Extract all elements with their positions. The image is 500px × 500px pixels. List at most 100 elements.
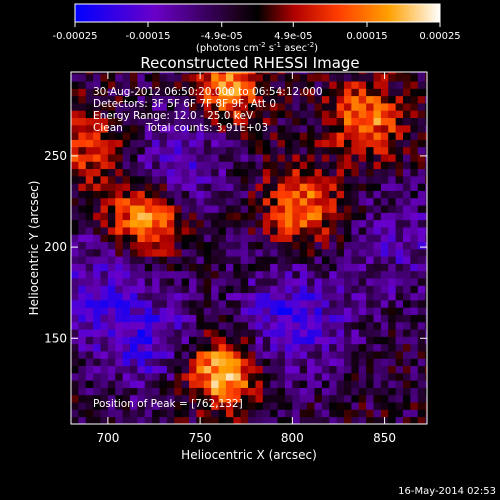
heatmap-cell <box>240 270 249 279</box>
heatmap-cell <box>270 394 278 403</box>
heatmap-cell <box>196 190 205 199</box>
heatmap-cell <box>122 256 131 264</box>
heatmap-cell <box>425 146 427 155</box>
heatmap-cell <box>410 307 419 315</box>
heatmap-cell <box>277 336 286 345</box>
heatmap-cell <box>307 299 315 308</box>
heatmap-cell <box>130 263 138 272</box>
heatmap-cell <box>85 227 94 235</box>
heatmap-cell <box>336 351 345 359</box>
heatmap-cell <box>336 81 345 89</box>
heatmap-cell <box>144 329 153 337</box>
heatmap-cell <box>85 103 94 111</box>
heatmap-cell <box>166 212 175 221</box>
heatmap-cell <box>240 387 249 396</box>
heatmap-cell <box>343 146 352 155</box>
heatmap-cell <box>388 132 397 140</box>
heatmap-cell <box>211 146 219 155</box>
heatmap-cell <box>196 227 205 235</box>
heatmap-cell <box>336 394 345 403</box>
heatmap-cell <box>351 270 360 279</box>
heatmap-cell <box>115 314 124 323</box>
heatmap-cell <box>159 248 168 257</box>
heatmap-cell <box>248 365 256 374</box>
heatmap-cell <box>130 117 138 126</box>
heatmap-cell <box>403 73 411 82</box>
heatmap-cell <box>380 88 389 97</box>
heatmap-cell <box>166 190 175 199</box>
heatmap-cell <box>403 380 411 388</box>
heatmap-cell <box>107 190 116 199</box>
heatmap-cell <box>225 132 234 140</box>
heatmap-cell <box>130 103 138 111</box>
heatmap-cell <box>277 270 286 279</box>
heatmap-cell <box>336 139 345 148</box>
heatmap-cell <box>410 197 419 206</box>
heatmap-cell <box>388 365 397 374</box>
heatmap-cell <box>380 197 389 206</box>
heatmap-cell <box>248 110 256 118</box>
heatmap-cell <box>425 409 427 418</box>
heatmap-cell <box>225 88 234 97</box>
heatmap-cell <box>233 402 242 410</box>
heatmap-cell <box>100 234 109 243</box>
heatmap-cell <box>417 219 426 228</box>
heatmap-cell <box>329 314 338 323</box>
heatmap-cell <box>366 285 374 294</box>
heatmap-cell <box>115 124 124 133</box>
heatmap-cell <box>85 307 94 315</box>
heatmap-cell <box>137 394 146 403</box>
heatmap-cell <box>380 358 389 367</box>
heatmap-cell <box>71 343 79 352</box>
heatmap-cell <box>174 197 183 206</box>
heatmap-cell <box>93 336 101 345</box>
heatmap-cell <box>321 314 330 323</box>
heatmap-cell <box>358 73 367 82</box>
heatmap-cell <box>366 394 374 403</box>
heatmap-cell <box>270 72 278 75</box>
heatmap-cell <box>292 278 301 286</box>
heatmap-cell <box>351 197 360 206</box>
heatmap-cell <box>218 358 227 367</box>
heatmap-cell <box>373 285 382 294</box>
heatmap-cell <box>181 146 190 155</box>
heatmap-cell <box>373 416 382 424</box>
heatmap-cell <box>78 358 87 367</box>
heatmap-cell <box>100 110 109 118</box>
heatmap-cell <box>71 95 79 104</box>
heatmap-cell <box>130 73 138 82</box>
heatmap-cell <box>100 248 109 257</box>
heatmap-cell <box>388 161 397 170</box>
heatmap-cell <box>262 124 271 133</box>
heatmap-cell <box>100 72 109 75</box>
heatmap-cell <box>284 321 293 330</box>
heatmap-cell <box>314 227 323 235</box>
heatmap-cell <box>277 168 286 177</box>
heatmap-cell <box>351 175 360 184</box>
heatmap-cell <box>203 351 212 359</box>
heatmap-cell <box>211 248 219 257</box>
heatmap-cell <box>137 103 146 111</box>
heatmap-cell <box>78 365 87 374</box>
heatmap-cell <box>152 336 160 345</box>
heatmap-cell <box>225 336 234 345</box>
heatmap-cell <box>189 117 197 126</box>
heatmap-cell <box>248 285 256 294</box>
heatmap-cell <box>71 219 79 228</box>
heatmap-cell <box>152 73 160 82</box>
heatmap-cell <box>152 168 160 177</box>
heatmap-cell <box>388 168 397 177</box>
heatmap-cell <box>277 263 286 272</box>
heatmap-cells <box>71 72 427 424</box>
heatmap-cell <box>366 168 374 177</box>
heatmap-cell <box>122 81 131 89</box>
heatmap-cell <box>130 329 138 337</box>
heatmap-cell <box>417 205 426 213</box>
heatmap-cell <box>329 263 338 272</box>
heatmap-cell <box>336 241 345 250</box>
heatmap-cell <box>380 124 389 133</box>
heatmap-cell <box>307 205 315 213</box>
heatmap-cell <box>196 351 205 359</box>
heatmap-cell <box>100 358 109 367</box>
heatmap-cell <box>93 117 101 126</box>
